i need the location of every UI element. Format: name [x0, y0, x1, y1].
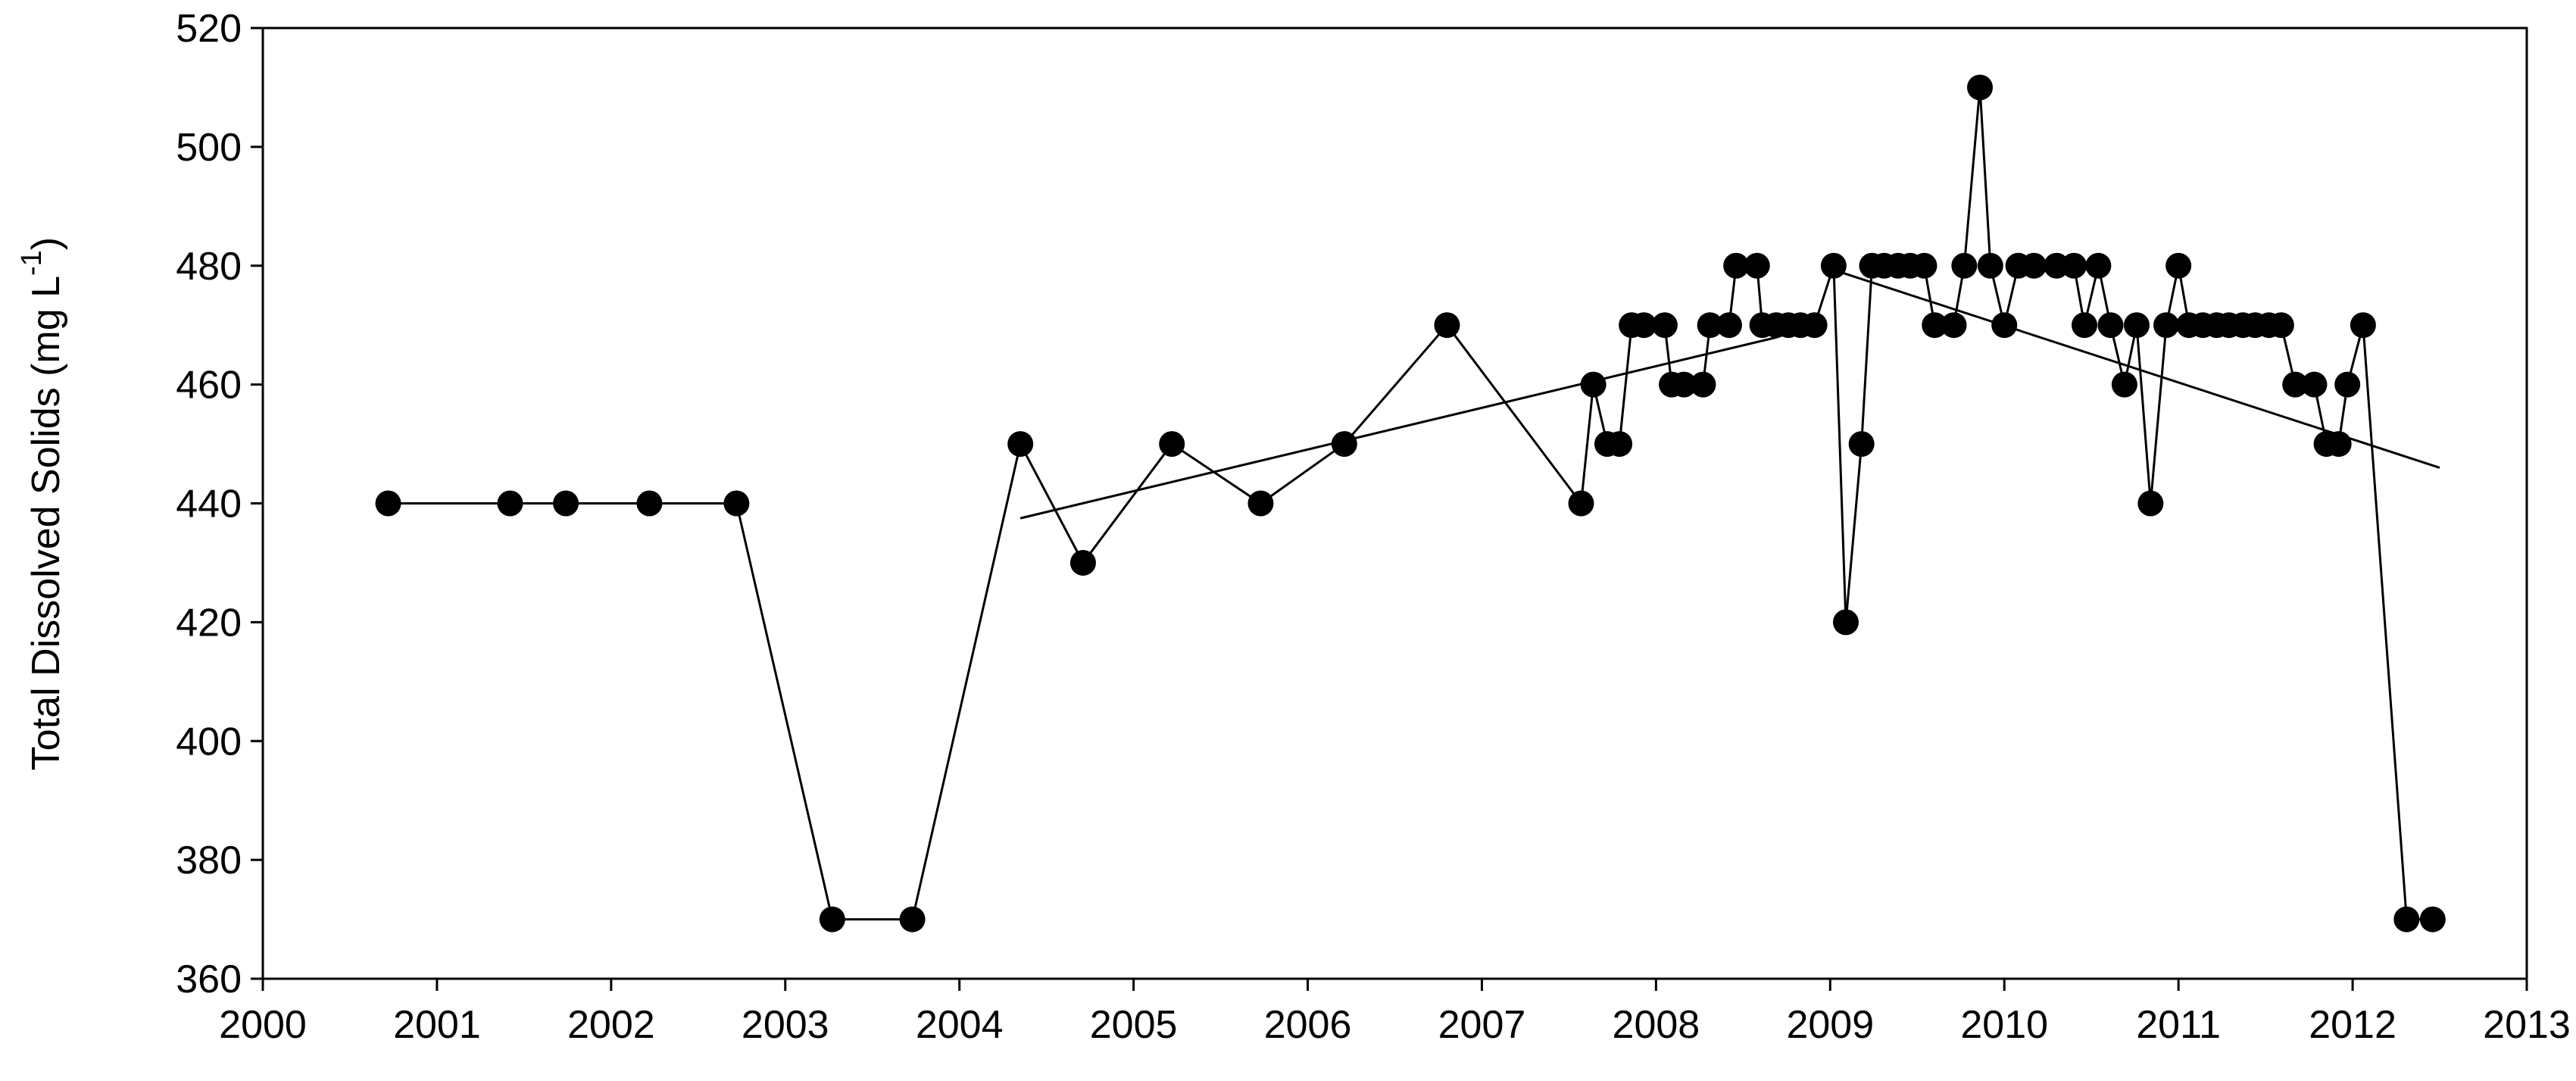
data-point [1723, 252, 1750, 279]
data-point [1069, 549, 1096, 576]
data-point [723, 490, 750, 517]
y-tick-label: 400 [176, 720, 242, 764]
data-point [1922, 312, 1948, 339]
y-tick-label: 460 [176, 364, 242, 408]
data-point [2137, 490, 2164, 517]
data-point [899, 906, 926, 933]
data-point [1991, 312, 2018, 339]
data-point [497, 490, 523, 517]
data-point [1007, 431, 1034, 458]
data-point [1651, 312, 1678, 339]
data-point [1951, 252, 1978, 279]
data-point [1801, 312, 1828, 339]
data-point [2061, 252, 2087, 279]
data-point [2071, 312, 2097, 339]
data-point [1744, 252, 1770, 279]
data-point [1606, 431, 1633, 458]
data-point [636, 490, 663, 517]
trend-line [1019, 336, 1778, 520]
data-point [2268, 312, 2294, 339]
x-tick-label: 2013 [2483, 1003, 2571, 1047]
data-point [1833, 609, 1859, 636]
data-point [2393, 906, 2420, 933]
data-point [2419, 906, 2446, 933]
x-tick-label: 2000 [219, 1003, 307, 1047]
data-point [1977, 252, 2003, 279]
x-tick-label: 2011 [2136, 1003, 2221, 1047]
data-point [1690, 371, 1716, 398]
x-tick-label: 2009 [1786, 1003, 1874, 1047]
data-point [2282, 371, 2309, 398]
data-point [2325, 431, 2352, 458]
data-point [375, 490, 401, 517]
x-tick-label: 2008 [1613, 1003, 1700, 1047]
data-point [2097, 312, 2124, 339]
data-point [1568, 490, 1594, 517]
data-point [1580, 371, 1606, 398]
data-point [1434, 312, 1460, 339]
data-point [1911, 252, 1937, 279]
data-point [1631, 312, 1657, 339]
x-tick-label: 2007 [1438, 1003, 1526, 1047]
data-point [1820, 252, 1847, 279]
x-tick-label: 2006 [1264, 1003, 1352, 1047]
data-point [1331, 431, 1357, 458]
data-point [1848, 431, 1875, 458]
y-tick-label: 380 [176, 839, 242, 883]
y-tick-label: 360 [176, 958, 242, 1001]
x-tick-label: 2012 [2309, 1003, 2396, 1047]
x-tick-label: 2002 [567, 1003, 655, 1047]
x-tick-label: 2004 [916, 1003, 1004, 1047]
y-axis-label: Total Dissolved Solids (mg L-1) [16, 237, 68, 770]
y-tick-label: 440 [176, 483, 242, 526]
data-point [1716, 312, 1742, 339]
data-point [2153, 312, 2180, 339]
x-tick-label: 2003 [742, 1003, 829, 1047]
data-point [2301, 371, 2328, 398]
data-point [1159, 431, 1185, 458]
y-axis-label-end: ) [24, 237, 68, 250]
data-point [2085, 252, 2112, 279]
x-tick-label: 2005 [1090, 1003, 1178, 1047]
data-point [2123, 312, 2150, 339]
data-line [388, 87, 2433, 921]
y-axis-label-sup: -1 [16, 250, 48, 276]
y-tick-label: 480 [176, 245, 242, 289]
x-tick-label: 2010 [1960, 1003, 2048, 1047]
y-tick-label: 500 [176, 126, 242, 170]
y-tick-label: 520 [176, 7, 242, 51]
x-tick-label: 2001 [393, 1003, 481, 1047]
data-point [2111, 371, 2137, 398]
data-point [1671, 371, 1697, 398]
data-point [1941, 312, 1967, 339]
data-point [1967, 74, 1994, 101]
y-tick-label: 420 [176, 601, 242, 645]
data-point [2165, 252, 2192, 279]
y-axis-label-main: Total Dissolved Solids (mg L [24, 276, 68, 770]
data-point [2021, 252, 2047, 279]
data-point [819, 906, 845, 933]
data-point [553, 490, 579, 517]
data-point [1247, 490, 1274, 517]
data-point [2334, 371, 2361, 398]
data-point [1697, 312, 1723, 339]
data-point [2350, 312, 2376, 339]
